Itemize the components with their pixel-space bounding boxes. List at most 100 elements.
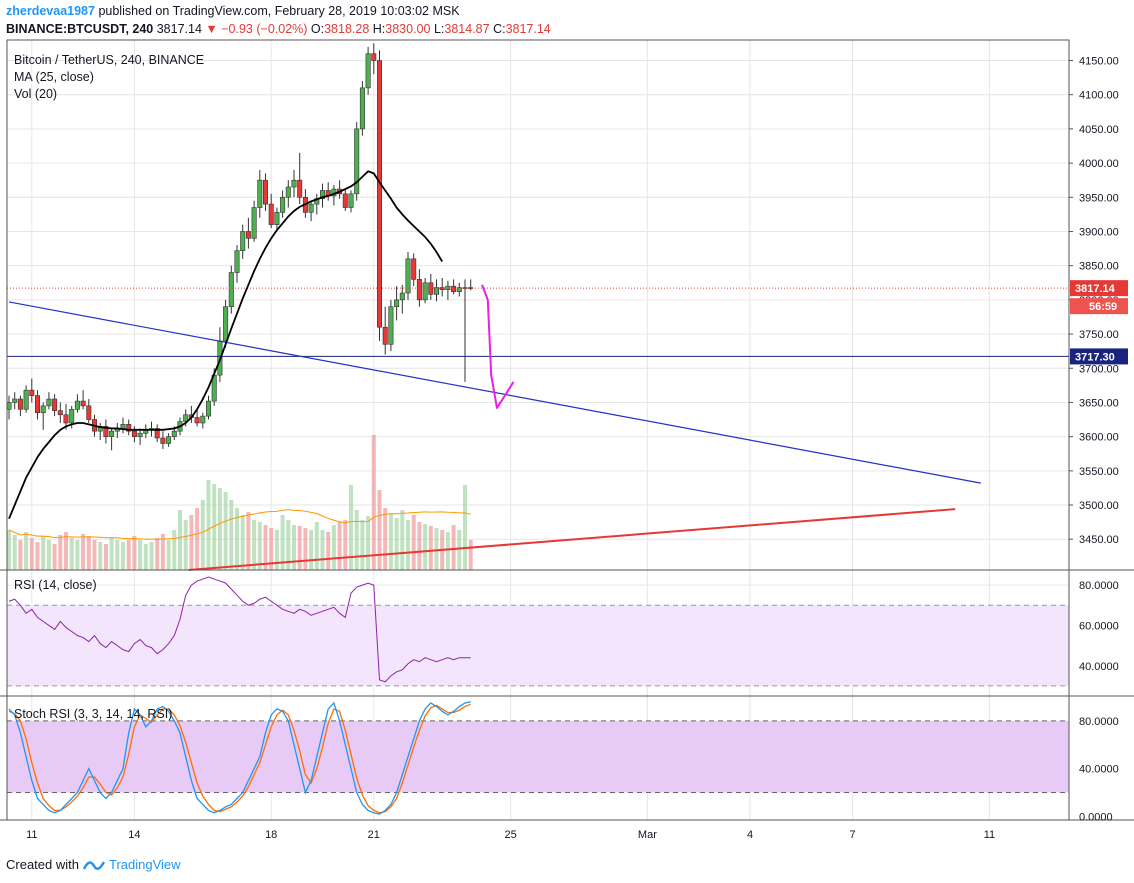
candle-body [262,179,268,205]
legend-stoch: Stoch RSI (3, 3, 14, 14, RSI) [14,707,173,721]
footer: Created with TradingView [6,857,181,872]
volume-bar [109,538,114,570]
volume-bar [445,532,450,570]
candle-body [166,436,172,444]
rsi-tick-label: 80.0000 [1079,580,1119,592]
volume-bar [138,540,143,570]
price-tick-label: 3500.00 [1079,500,1119,512]
candle-body [354,128,360,195]
volume-bar [149,542,154,570]
footer-brand[interactable]: TradingView [108,857,181,872]
time-tick-label: 4 [747,829,753,841]
stoch-d-line [8,703,471,814]
candle-body [319,190,325,199]
volume-bar [24,532,29,570]
legend-vol: Vol (20) [14,87,58,101]
volume-bar [126,540,131,570]
candles [6,43,474,451]
rsi-tick-label: 40.0000 [1079,661,1119,673]
candle-body [416,279,422,301]
volume-bar [377,490,382,570]
price-tick-label: 3900.00 [1079,226,1119,238]
volume-bar [212,484,217,570]
time-tick-label: 21 [368,829,380,841]
candle-body [405,258,411,294]
volume-bar [314,522,319,570]
footer-created: Created with [6,857,79,872]
time-tick-label: 11 [26,829,37,841]
candle-body [268,203,274,225]
volume-bar [309,530,314,570]
symbol-line: BINANCE:BTCUSDT, 240 [6,22,154,36]
volume-bar [463,485,467,570]
candle-body [433,287,439,295]
candle-body [206,400,212,417]
candle-body [171,430,177,437]
volume-bar [252,520,257,570]
volume-bar [263,525,268,570]
volume-bar [457,530,462,570]
candle-body [194,417,200,424]
volume-bar [349,485,353,570]
volume-bar [206,480,211,570]
low-label: L: [433,22,445,36]
volume-bar [81,534,86,570]
volume-bar [286,520,291,570]
candle-body [422,282,428,301]
rsi-line [8,576,471,683]
volume-bar [468,540,473,570]
candle-body [223,306,229,342]
candle-body [183,414,189,422]
series-lines [7,170,1069,815]
volume-bar [98,542,103,570]
volume-bar [406,520,410,570]
volume-bar [121,542,125,570]
candle-body [399,292,405,301]
volume-bar [337,522,342,570]
candle-body [251,207,257,239]
volume-bar [411,515,416,570]
candle-body [228,272,234,308]
tradingview-logo-icon [82,860,105,870]
stoch-tick-label: 0.0000 [1079,811,1113,823]
published-text: published on TradingView.com, February 2… [98,4,460,18]
last-price-badge [1070,280,1128,297]
volume-bar [183,520,188,570]
volume-bar [29,538,34,570]
price-tick-label: 3950.00 [1079,192,1119,204]
time-tick-label: 7 [850,829,856,841]
volume-bar [18,540,23,570]
candle-body [348,193,354,208]
candle-body [109,430,115,437]
volume-bar [92,540,97,570]
candle-body [34,395,40,414]
volume-bar [217,488,222,570]
price-tick-label: 3850.00 [1079,261,1119,273]
volume-bar [64,532,68,570]
price-tick-label: 3600.00 [1079,432,1119,444]
legend-rsi: RSI (14, close) [14,578,97,592]
volume-bar [280,515,285,570]
candle-body [308,203,314,213]
open-value: 3818.28 [324,22,370,36]
price-tick-label: 3700.00 [1079,363,1119,375]
price-tick-label: 4100.00 [1079,90,1119,102]
volume-bar [320,530,325,570]
candle-body [411,258,417,280]
candle-body [29,389,35,396]
price-tick-label: 3450.00 [1079,534,1119,546]
volume-bar [12,535,17,570]
volume-bar [160,534,165,570]
candle-body [445,285,451,290]
author-name[interactable]: zherdevaa1987 [6,4,95,18]
volume-bar [417,522,422,570]
candle-body [23,389,29,410]
rsi-tick-label: 60.0000 [1079,620,1119,632]
axes: 11 14 18 21 25 Mar 4 7 11 4150.00 4100.00 4050.00 40… [0,39,1134,841]
price-tick-label: 4000.00 [1079,158,1119,170]
volume-bar [451,525,456,570]
candle-body [69,408,75,424]
volume-bar [52,544,57,570]
candle-body [274,212,280,225]
